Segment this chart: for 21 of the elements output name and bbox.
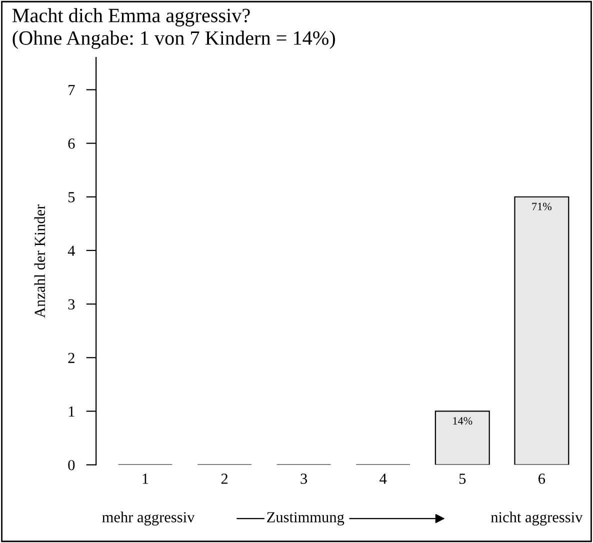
y-tick-label: 1 [68, 406, 74, 417]
annotation: 14% [453, 417, 472, 425]
text: nicht aggressiv [490, 512, 583, 526]
annotation: 71% [532, 202, 552, 210]
y-tick-label: 5 [68, 192, 75, 202]
x-tick-label: 2 [221, 474, 228, 484]
y-tick-label: 2 [68, 352, 74, 363]
chart-title: Macht dich Emma aggressiv? (Ohne Angabe: 1 von 7 Kindern = 14%) [12, 8, 335, 49]
y-tick-label: 6 [68, 138, 75, 149]
y-tick-label: 0 [68, 460, 75, 470]
y-tick-label: 3 [68, 299, 75, 310]
x-tick-label: 1 [142, 474, 148, 484]
y-tick-label: 7 [68, 85, 75, 96]
y-tick-label: 4 [68, 246, 75, 256]
x-tick-label: 5 [459, 474, 466, 484]
y-axis-title: Anzahl der Kinder [34, 204, 46, 318]
x-tick-label: 4 [380, 474, 387, 484]
x-tick-label: 6 [538, 474, 546, 484]
text: mehr aggressiv [102, 512, 195, 526]
x-axis-title: Zustimmung [267, 512, 344, 526]
x-tick-label: 3 [300, 474, 308, 484]
